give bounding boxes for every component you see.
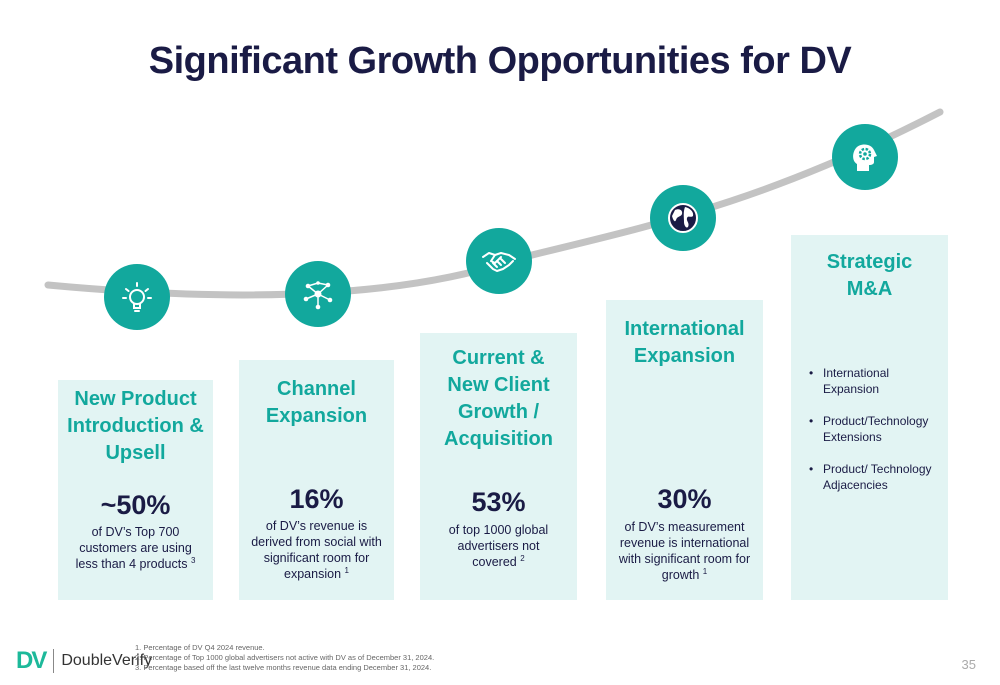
logo-mark: DV: [16, 647, 47, 674]
card-description: of DV’s measurement revenue is internati…: [618, 520, 751, 582]
logo-divider: [53, 649, 55, 673]
card-title: Strategic M&A: [826, 251, 913, 300]
handshake-icon: [482, 252, 516, 272]
card-stat: ~50%: [100, 490, 171, 520]
slide-title: Significant Growth Opportunities for DV: [148, 40, 852, 82]
icon-circle: [285, 261, 351, 327]
lightbulb-icon: [122, 282, 152, 312]
card-stat: 16%: [289, 484, 344, 514]
icon-circle: [104, 264, 170, 330]
page-number: 35: [961, 657, 976, 672]
card-stat: 30%: [657, 484, 712, 514]
card-new-product: New Product Introduction & Upsell ~50% o…: [58, 380, 213, 600]
card-client-growth: Current & New Client Growth / Acquisitio…: [420, 333, 577, 600]
icon-circle: [650, 185, 716, 251]
network-icon: [303, 281, 333, 310]
head-gear-icon: [853, 144, 877, 171]
card-channel-expansion: Channel Expansion 16% of DV’s revenue is…: [239, 360, 394, 600]
card-stat: 53%: [471, 487, 526, 517]
card-description: of DV’s revenue is derived from social w…: [251, 519, 382, 581]
doubleverify-logo: DV DoubleVerify: [16, 647, 153, 674]
icon-circle: [832, 124, 898, 190]
card-description: of DV’s Top 700 customers are using less…: [75, 525, 196, 571]
card-international-expansion: International Expansion 30% of DV’s meas…: [606, 300, 763, 600]
footnotes: 1. Percentage of DV Q4 2024 revenue. 2. …: [135, 643, 435, 672]
globe-icon: [668, 203, 698, 233]
logo-text: DoubleVerify: [61, 652, 153, 669]
card-title: New Product Introduction & Upsell: [67, 388, 204, 464]
card-title: Current & New Client Growth / Acquisitio…: [444, 347, 553, 450]
icon-circle: [466, 228, 532, 294]
card-title: International Expansion: [624, 318, 745, 367]
card-title: Channel Expansion: [265, 378, 368, 427]
card-description: of top 1000 global advertisers not cover…: [448, 523, 549, 569]
